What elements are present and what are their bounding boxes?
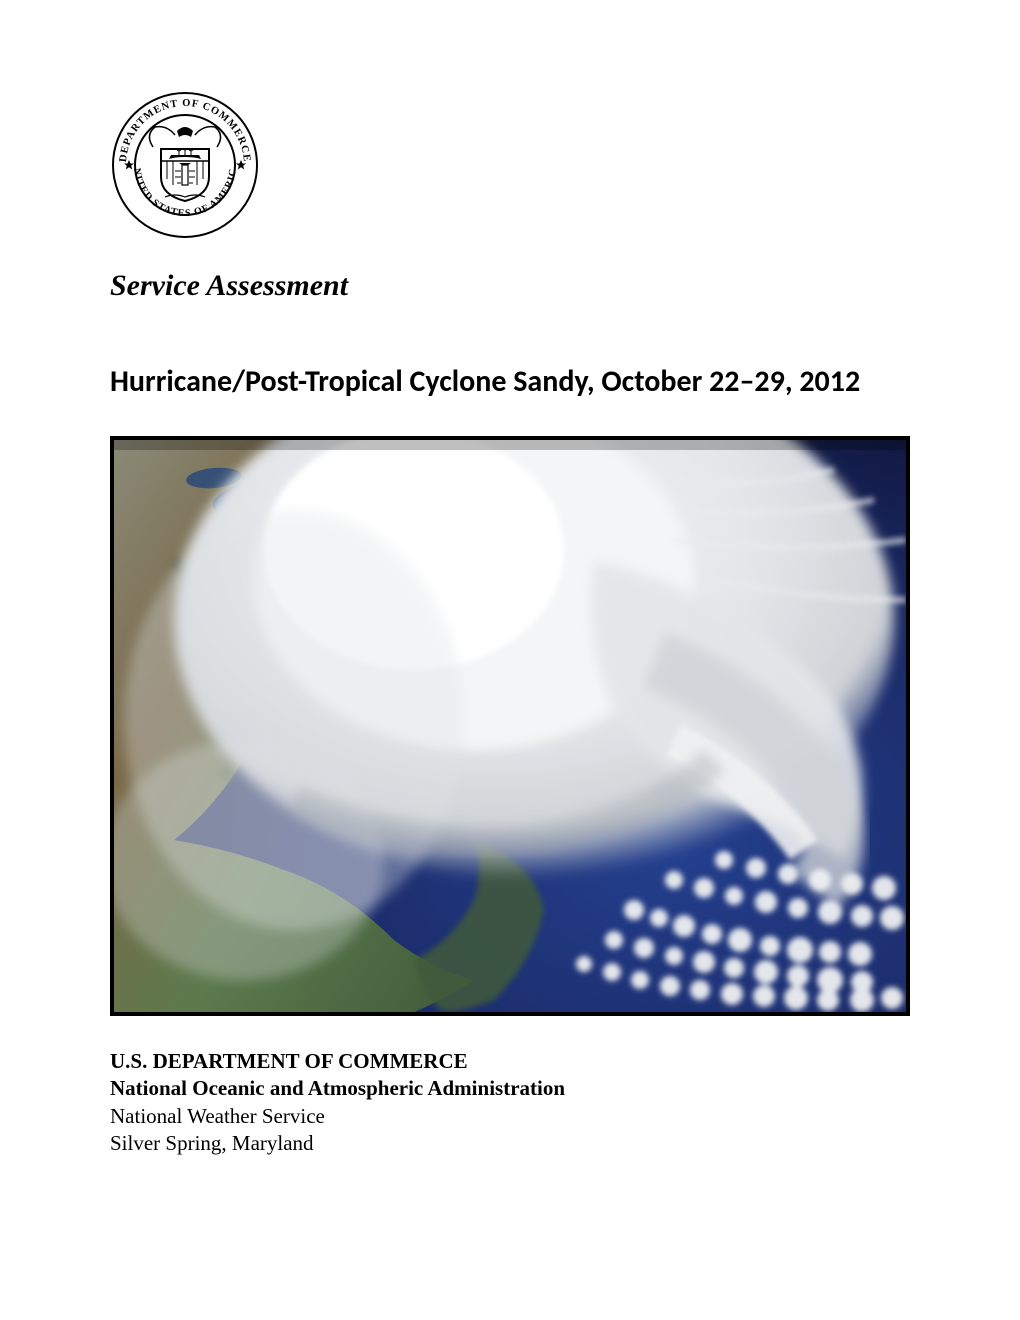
satellite-image-figure	[110, 436, 910, 1016]
publisher-service: National Weather Service	[110, 1103, 910, 1130]
commerce-seal-icon: DEPARTMENT OF COMMERCE UNITED STATES OF …	[110, 90, 260, 240]
service-assessment-heading: Service Assessment	[110, 268, 910, 304]
document-title: Hurricane/Post-Tropical Cyclone Sandy, O…	[110, 364, 910, 400]
document-page: DEPARTMENT OF COMMERCE UNITED STATES OF …	[0, 0, 1020, 1320]
publisher-department: U.S. DEPARTMENT OF COMMERCE	[110, 1048, 910, 1075]
agency-seal: DEPARTMENT OF COMMERCE UNITED STATES OF …	[110, 90, 910, 240]
publisher-block: U.S. DEPARTMENT OF COMMERCE National Oce…	[110, 1048, 910, 1157]
publisher-agency: National Oceanic and Atmospheric Adminis…	[110, 1075, 910, 1102]
satellite-image-icon	[114, 440, 906, 1012]
publisher-location: Silver Spring, Maryland	[110, 1130, 910, 1157]
